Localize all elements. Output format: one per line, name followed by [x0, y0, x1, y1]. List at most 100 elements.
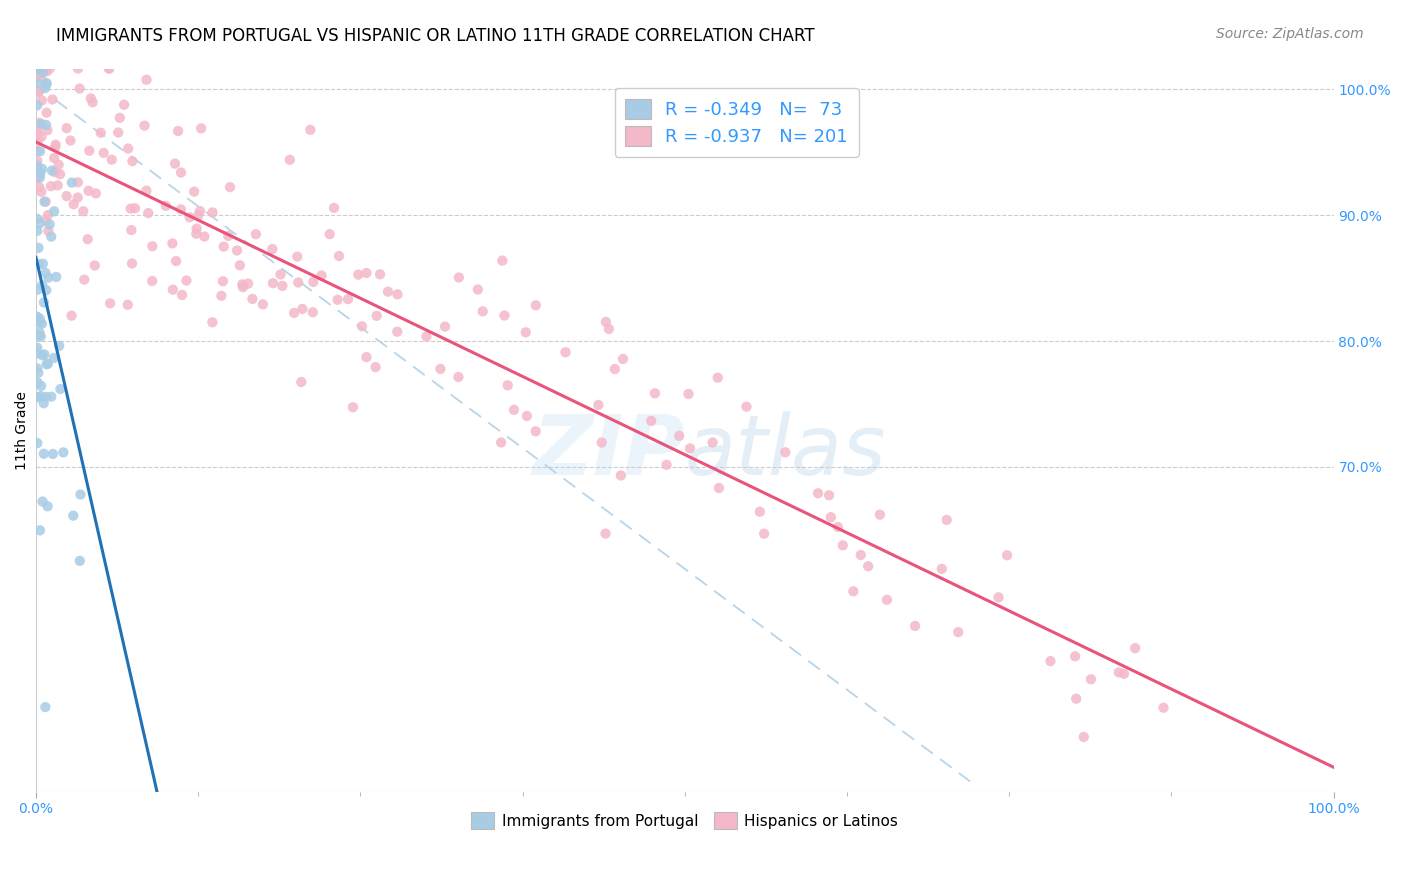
Point [30, 389, 52, 403]
Point [299, 123, 322, 137]
Point [368, 268, 391, 282]
Point [141, 239, 163, 253]
Point [98, 62, 121, 76]
Point [25, 62, 48, 76]
Point [858, 559, 880, 574]
Point [31, 317, 53, 331]
Point [32, 62, 55, 76]
Point [135, 184, 157, 198]
Point [25, 224, 48, 238]
Point [45, 137, 67, 152]
Point [318, 227, 340, 242]
Point [37, 270, 59, 285]
Point [108, 111, 131, 125]
Point [34, 194, 56, 209]
Point [27, 62, 49, 76]
Point [876, 592, 898, 607]
Point [31, 94, 53, 108]
Point [25, 310, 48, 325]
Point [226, 244, 249, 258]
Point [1153, 700, 1175, 714]
Point [41, 163, 63, 178]
Point [170, 202, 193, 217]
Point [27, 283, 49, 297]
Point [134, 119, 156, 133]
Point [37, 224, 59, 238]
Point [503, 402, 526, 417]
Point [285, 250, 308, 264]
Point [1039, 654, 1062, 668]
Point [162, 283, 184, 297]
Point [73, 272, 96, 286]
Point [34, 347, 56, 361]
Point [471, 304, 494, 318]
Point [44, 165, 66, 179]
Point [350, 319, 373, 334]
Point [301, 305, 323, 319]
Point [212, 274, 235, 288]
Point [69, 487, 91, 501]
Point [27, 85, 49, 99]
Point [364, 360, 387, 375]
Point [262, 242, 284, 256]
Point [35, 357, 58, 371]
Point [232, 280, 254, 294]
Point [31, 494, 53, 508]
Point [76, 232, 98, 246]
Point [219, 180, 242, 194]
Point [447, 370, 470, 384]
Point [60, 309, 83, 323]
Point [44, 140, 66, 154]
Point [27, 241, 49, 255]
Point [167, 124, 190, 138]
Point [904, 619, 927, 633]
Point [25, 128, 48, 142]
Point [162, 236, 184, 251]
Point [869, 508, 891, 522]
Point [229, 258, 252, 272]
Point [655, 458, 678, 472]
Point [34, 81, 56, 95]
Point [190, 121, 212, 136]
Point [107, 126, 129, 140]
Point [31, 278, 53, 293]
Point [100, 153, 122, 167]
Point [42, 447, 65, 461]
Point [37, 123, 59, 137]
Point [27, 366, 49, 380]
Point [644, 386, 666, 401]
Point [155, 199, 177, 213]
Point [28, 116, 51, 130]
Point [28, 145, 51, 159]
Point [48, 158, 70, 172]
Point [212, 239, 235, 253]
Point [30, 185, 52, 199]
Point [39, 390, 62, 404]
Point [35, 390, 58, 404]
Point [25, 123, 48, 137]
Point [28, 524, 51, 538]
Point [32, 295, 55, 310]
Point [170, 165, 193, 179]
Point [491, 253, 513, 268]
Text: Source: ZipAtlas.com: Source: ZipAtlas.com [1216, 27, 1364, 41]
Point [66, 62, 89, 76]
Point [1064, 649, 1087, 664]
Point [35, 213, 58, 227]
Point [326, 293, 349, 307]
Point [163, 156, 186, 170]
Text: atlas: atlas [685, 411, 886, 492]
Point [124, 202, 146, 216]
Point [1073, 730, 1095, 744]
Point [489, 435, 512, 450]
Point [827, 520, 849, 534]
Point [588, 398, 610, 412]
Point [30, 117, 52, 131]
Point [387, 325, 409, 339]
Point [42, 204, 65, 219]
Point [35, 77, 58, 91]
Point [1064, 691, 1087, 706]
Point [807, 486, 830, 500]
Point [236, 277, 259, 291]
Point [62, 508, 84, 523]
